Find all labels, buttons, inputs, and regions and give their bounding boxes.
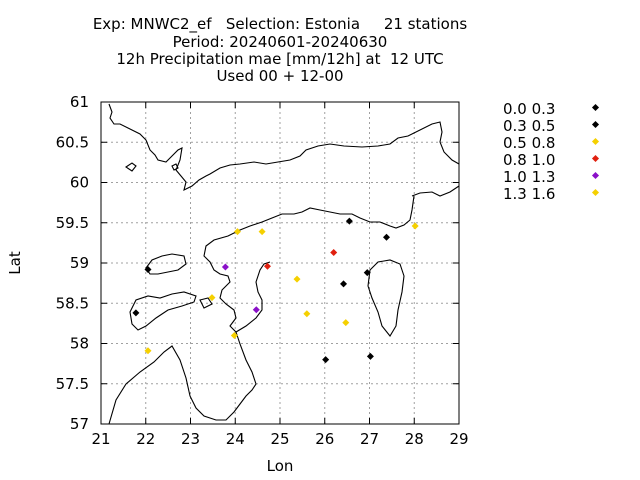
station-marker <box>230 331 238 339</box>
station-marker <box>293 275 301 283</box>
station-marker <box>345 217 353 225</box>
coastline-estonia <box>203 195 415 333</box>
y-tick-label: 60.5 <box>56 133 89 151</box>
legend-label: 0.5 0.8 <box>503 134 556 152</box>
legend-label: 0.0 0.3 <box>503 100 556 118</box>
station-marker <box>144 347 152 355</box>
station-marker <box>303 310 311 318</box>
station-marker <box>208 294 216 302</box>
legend-entry: 0.5 0.8 <box>503 134 600 152</box>
station-marker <box>144 265 152 273</box>
x-tick-label: 23 <box>181 430 200 448</box>
y-tick-label: 57.5 <box>56 375 89 393</box>
station-marker <box>366 352 374 360</box>
legend-entry: 0.3 0.5 <box>503 117 600 135</box>
coastline-russia-north <box>411 185 460 197</box>
x-tick-label: 22 <box>136 430 155 448</box>
y-tick-label: 59.5 <box>56 214 89 232</box>
station-marker <box>340 280 348 288</box>
coastline-finland <box>108 103 460 192</box>
title-line-4: Used 00 + 12-00 <box>216 67 344 85</box>
station-marker <box>322 356 330 364</box>
x-tick-label: 27 <box>360 430 379 448</box>
legend-entry: 1.3 1.6 <box>503 185 600 203</box>
plot-frame <box>100 101 460 425</box>
coastline-island-small <box>171 163 179 171</box>
coastline-latvia <box>108 331 257 425</box>
grid <box>101 102 459 424</box>
coastline-lake-peipus <box>367 259 405 337</box>
axes: 21 22 23 24 25 26 27 28 29 57 57.5 58 58.5 59 59.5 60 60… <box>6 93 469 475</box>
legend-entry: 0.8 1.0 <box>503 151 600 169</box>
legend-entry: 0.0 0.3 <box>503 100 600 118</box>
coastline-hiiumaa <box>145 253 187 275</box>
station-marker <box>411 222 419 230</box>
station-points <box>132 217 419 364</box>
legend-label: 0.3 0.5 <box>503 117 556 135</box>
y-axis-label: Lat <box>6 251 24 275</box>
station-marker <box>258 228 266 236</box>
title-line-2: Period: 20240601-20240630 <box>172 33 388 51</box>
station-marker <box>363 269 371 277</box>
x-axis-label: Lon <box>267 457 294 475</box>
x-tick-label: 26 <box>315 430 334 448</box>
legend-label: 1.3 1.6 <box>503 185 556 203</box>
station-marker <box>221 263 229 271</box>
legend-label: 0.8 1.0 <box>503 151 556 169</box>
coastline <box>108 103 460 425</box>
station-marker <box>342 319 350 327</box>
station-marker <box>132 309 140 317</box>
coastline-muhu <box>199 297 213 309</box>
x-tick-label: 25 <box>270 430 289 448</box>
x-tick-label: 29 <box>449 430 468 448</box>
title-line-3: 12h Precipitation mae [mm/12h] at 12 UTC <box>116 50 444 68</box>
y-tick-label: 58 <box>70 335 89 353</box>
station-marker <box>383 233 391 241</box>
x-tick-label: 28 <box>405 430 424 448</box>
station-marker <box>263 262 271 270</box>
station-marker <box>252 306 260 314</box>
coastline-island-hailuoto <box>125 162 137 172</box>
legend-entry: 1.0 1.3 <box>503 168 600 186</box>
title-line-1: Exp: MNWC2_ef Selection: Estonia 21 stat… <box>92 15 468 33</box>
x-tick-label: 21 <box>91 430 110 448</box>
y-tick-label: 61 <box>70 93 89 111</box>
station-marker <box>233 228 241 236</box>
y-tick-label: 58.5 <box>56 294 89 312</box>
station-marker <box>330 249 338 257</box>
y-tick-label: 60 <box>70 174 89 192</box>
y-tick-label: 57 <box>70 415 89 433</box>
legend-label: 1.0 1.3 <box>503 168 556 186</box>
y-tick-label: 59 <box>70 254 89 272</box>
coastline-saaremaa <box>129 291 197 331</box>
x-tick-label: 24 <box>226 430 245 448</box>
